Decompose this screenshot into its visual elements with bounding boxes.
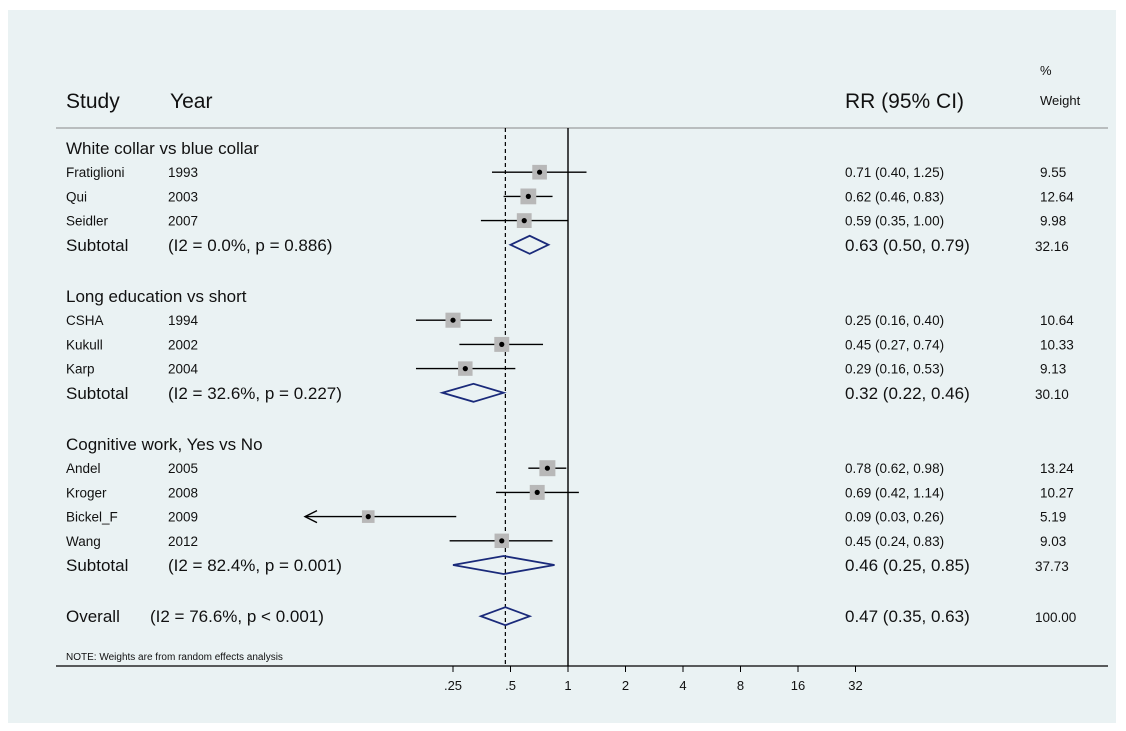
subtotal-ci-text: 0.32 (0.22, 0.46) bbox=[845, 384, 970, 403]
study-ci-text: 0.25 (0.16, 0.40) bbox=[845, 313, 944, 328]
study-weight-text: 9.98 bbox=[1040, 214, 1066, 229]
study-ci-text: 0.09 (0.03, 0.26) bbox=[845, 510, 944, 525]
header-study: Study bbox=[66, 90, 120, 113]
point-estimate bbox=[525, 193, 531, 199]
point-estimate bbox=[462, 366, 468, 372]
study-name: Qui bbox=[66, 189, 87, 204]
study-name: Karp bbox=[66, 362, 95, 377]
study-weight-text: 9.03 bbox=[1040, 534, 1066, 549]
study-name: Fratiglioni bbox=[66, 165, 125, 180]
study-name: Kroger bbox=[66, 485, 107, 500]
study-year: 2012 bbox=[168, 534, 198, 549]
subtotal-weight-text: 32.16 bbox=[1035, 239, 1069, 254]
study-weight-text: 10.27 bbox=[1040, 485, 1074, 500]
subtotal-diamond bbox=[452, 555, 555, 575]
study-weight-text: 10.33 bbox=[1040, 337, 1074, 352]
ci-truncation-arrow bbox=[303, 509, 318, 524]
x-tick-label: 2 bbox=[622, 678, 629, 693]
study-ci-text: 0.45 (0.27, 0.74) bbox=[845, 337, 944, 352]
x-tick-label: 8 bbox=[737, 678, 744, 693]
x-tick-label: 32 bbox=[848, 678, 862, 693]
subtotal-stats: (I2 = 82.4%, p = 0.001) bbox=[168, 556, 342, 575]
header-year: Year bbox=[170, 90, 212, 113]
point-estimate bbox=[499, 341, 505, 347]
subtotal-diamond bbox=[508, 234, 551, 255]
overall-ci-text: 0.47 (0.35, 0.63) bbox=[845, 607, 970, 626]
subtotal-weight-text: 37.73 bbox=[1035, 559, 1069, 574]
point-estimate bbox=[534, 489, 540, 495]
study-year: 2005 bbox=[168, 461, 198, 476]
group-label: White collar vs blue collar bbox=[66, 139, 259, 158]
subtotal-stats: (I2 = 32.6%, p = 0.227) bbox=[168, 384, 342, 403]
x-tick-label: .25 bbox=[444, 678, 462, 693]
study-weight-text: 9.55 bbox=[1040, 165, 1066, 180]
study-weight-text: 5.19 bbox=[1040, 510, 1066, 525]
footnote: NOTE: Weights are from random effects an… bbox=[66, 652, 283, 663]
study-ci-text: 0.69 (0.42, 1.14) bbox=[845, 485, 944, 500]
overall-label: Overall bbox=[66, 607, 120, 626]
study-weight-text: 10.64 bbox=[1040, 313, 1074, 328]
study-ci-text: 0.71 (0.40, 1.25) bbox=[845, 165, 944, 180]
point-estimate bbox=[536, 169, 543, 175]
subtotal-label: Subtotal bbox=[66, 236, 128, 255]
subtotal-ci-text: 0.46 (0.25, 0.85) bbox=[845, 556, 970, 575]
study-weight-text: 9.13 bbox=[1040, 362, 1066, 377]
overall-weight-text: 100.00 bbox=[1035, 610, 1076, 625]
x-tick-label: .5 bbox=[505, 678, 516, 693]
point-estimate bbox=[450, 317, 456, 323]
marks-layer bbox=[303, 128, 587, 666]
study-ci-text: 0.29 (0.16, 0.53) bbox=[845, 362, 944, 377]
study-year: 2007 bbox=[168, 214, 198, 229]
subtotal-diamond bbox=[439, 382, 507, 403]
group-label: Long education vs short bbox=[66, 287, 247, 306]
study-ci-text: 0.62 (0.46, 0.83) bbox=[845, 189, 944, 204]
overall-stats: (I2 = 76.6%, p < 0.001) bbox=[150, 607, 324, 626]
x-tick-label: 1 bbox=[564, 678, 571, 693]
study-name: Bickel_F bbox=[66, 510, 118, 525]
header-weight: Weight bbox=[1040, 93, 1081, 108]
study-name: Seidler bbox=[66, 214, 109, 229]
subtotal-weight-text: 30.10 bbox=[1035, 387, 1069, 402]
header-effect: RR (95% CI) bbox=[845, 90, 964, 113]
x-axis-ticks: .25 .5 1 2 4 8 16 32 bbox=[444, 666, 863, 693]
subtotal-label: Subtotal bbox=[66, 556, 128, 575]
header-weight-percent: % bbox=[1040, 63, 1052, 78]
study-name: CSHA bbox=[66, 313, 104, 328]
x-tick-label: 16 bbox=[791, 678, 805, 693]
subtotal-stats: (I2 = 0.0%, p = 0.886) bbox=[168, 236, 332, 255]
subtotal-ci-text: 0.63 (0.50, 0.79) bbox=[845, 236, 970, 255]
study-year: 2002 bbox=[168, 337, 198, 352]
study-name: Kukull bbox=[66, 337, 103, 352]
rows-layer: White collar vs blue collar Fratiglioni 19… bbox=[66, 139, 1076, 626]
point-estimate bbox=[521, 218, 527, 224]
study-year: 2004 bbox=[168, 362, 199, 377]
study-ci-text: 0.59 (0.35, 1.00) bbox=[845, 214, 944, 229]
study-ci-text: 0.45 (0.24, 0.83) bbox=[845, 534, 944, 549]
study-year: 2008 bbox=[168, 485, 198, 500]
point-estimate bbox=[499, 538, 505, 544]
study-year: 2003 bbox=[168, 189, 198, 204]
study-ci-text: 0.78 (0.62, 0.98) bbox=[845, 461, 944, 476]
study-name: Wang bbox=[66, 534, 101, 549]
study-year: 1994 bbox=[168, 313, 199, 328]
x-tick-label: 4 bbox=[679, 678, 686, 693]
overall-diamond bbox=[478, 606, 533, 627]
study-weight-text: 13.24 bbox=[1040, 461, 1074, 476]
point-estimate bbox=[544, 465, 550, 471]
study-weight-text: 12.64 bbox=[1040, 189, 1074, 204]
subtotal-label: Subtotal bbox=[66, 384, 128, 403]
study-name: Andel bbox=[66, 461, 101, 476]
study-year: 1993 bbox=[168, 165, 198, 180]
chart-background bbox=[8, 10, 1116, 723]
point-estimate bbox=[365, 514, 371, 520]
study-year: 2009 bbox=[168, 510, 198, 525]
group-label: Cognitive work, Yes vs No bbox=[66, 435, 263, 454]
